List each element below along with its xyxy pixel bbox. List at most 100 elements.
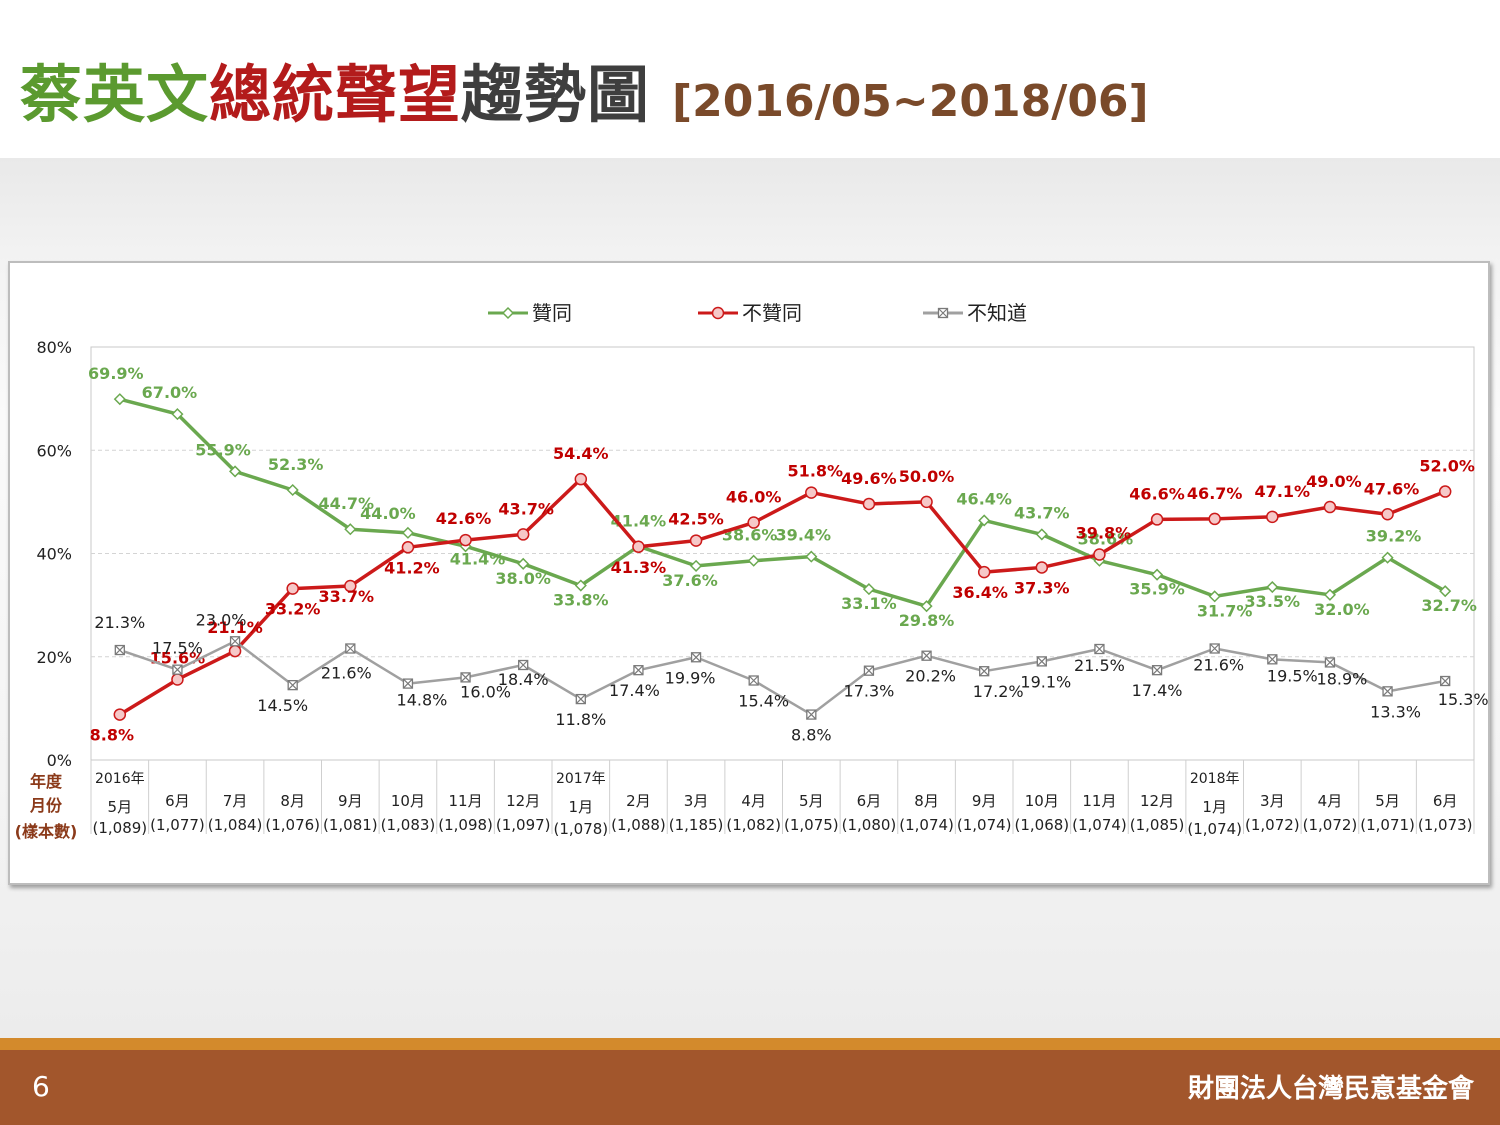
data-point bbox=[1208, 590, 1221, 603]
data-point-cross bbox=[345, 643, 356, 654]
data-label: 33.2% bbox=[265, 600, 321, 619]
data-label: 14.5% bbox=[257, 696, 308, 715]
data-label: 17.3% bbox=[844, 682, 895, 701]
month-label: 9月 bbox=[338, 792, 363, 810]
month-label: 6月 bbox=[857, 792, 882, 810]
month-label: 5月 bbox=[799, 792, 824, 810]
data-point bbox=[1266, 510, 1279, 524]
month-label: 1月 bbox=[569, 798, 594, 816]
data-label: 18.4% bbox=[498, 670, 549, 689]
sample-size-label: (1,075) bbox=[784, 816, 839, 834]
sample-size-label: (1,084) bbox=[208, 816, 263, 834]
data-point-cross bbox=[518, 660, 529, 670]
data-label: 16.0% bbox=[460, 682, 511, 701]
data-point bbox=[1323, 500, 1337, 514]
month-label: 11月 bbox=[1082, 792, 1116, 810]
data-point bbox=[113, 393, 126, 406]
data-point-cross bbox=[633, 665, 644, 676]
sample-size-label: (1,078) bbox=[553, 820, 608, 838]
data-point-cross bbox=[691, 652, 701, 663]
data-point bbox=[1381, 551, 1394, 564]
data-point bbox=[286, 582, 299, 595]
data-point bbox=[574, 579, 587, 592]
data-point bbox=[171, 673, 184, 686]
data-label: 17.5% bbox=[152, 639, 203, 658]
axis-row-label: 月份 bbox=[29, 796, 63, 815]
data-label: 32.7% bbox=[1421, 596, 1477, 615]
data-label: 32.0% bbox=[1314, 600, 1370, 619]
data-point bbox=[1035, 561, 1049, 574]
legend-entry: 贊同 bbox=[532, 301, 572, 325]
data-label: 44.7% bbox=[319, 494, 375, 513]
month-label: 6月 bbox=[165, 792, 190, 810]
data-label: 38.6% bbox=[722, 526, 778, 545]
data-label: 31.7% bbox=[1197, 601, 1253, 620]
data-label: 17.2% bbox=[973, 682, 1024, 701]
chart-panel: 0% 20% 40% 60% 80% 年度 月份 (樣本數) 2016年 2017年 2018年 5月… bbox=[8, 261, 1490, 885]
data-label: 47.1% bbox=[1255, 482, 1311, 501]
month-label: 4月 bbox=[1318, 792, 1343, 810]
data-point bbox=[978, 514, 991, 527]
data-point-cross bbox=[1094, 644, 1105, 654]
data-point bbox=[1438, 485, 1452, 498]
data-point-cross bbox=[1209, 643, 1220, 654]
data-label: 43.7% bbox=[1014, 503, 1070, 522]
month-label: 8月 bbox=[914, 792, 939, 810]
data-point bbox=[459, 533, 472, 547]
data-label: 41.3% bbox=[611, 558, 667, 577]
data-point-cross bbox=[921, 650, 932, 661]
data-point bbox=[574, 472, 588, 486]
month-label: 10月 bbox=[1025, 792, 1059, 810]
axis-row-label: 年度 bbox=[30, 772, 63, 791]
data-label: 37.6% bbox=[662, 571, 718, 590]
data-label: 21.6% bbox=[321, 663, 372, 682]
data-label: 37.3% bbox=[1014, 578, 1070, 597]
data-point-cross bbox=[1152, 665, 1162, 676]
data-point bbox=[920, 600, 933, 613]
data-label: 11.8% bbox=[555, 710, 606, 729]
sample-size-label: (1,071) bbox=[1360, 816, 1415, 834]
data-label: 19.5% bbox=[1267, 666, 1318, 685]
data-label: 13.3% bbox=[1370, 702, 1421, 721]
data-point-cross bbox=[575, 694, 586, 705]
sample-size-label: (1,085) bbox=[1130, 816, 1185, 834]
month-label: 8月 bbox=[280, 792, 305, 810]
data-label: 36.4% bbox=[952, 583, 1008, 602]
data-label: 42.5% bbox=[668, 510, 724, 529]
data-point bbox=[690, 559, 703, 572]
data-point bbox=[1323, 588, 1336, 601]
sample-size-label: (1,072) bbox=[1245, 816, 1300, 834]
page-title: 蔡英文總統聲望趨勢圖 [2016/05~2018/06] bbox=[20, 44, 1149, 134]
data-label: 21.5% bbox=[1074, 656, 1125, 675]
data-label: 38.0% bbox=[495, 569, 551, 588]
data-label: 17.4% bbox=[1132, 681, 1183, 700]
sample-size-label: (1,072) bbox=[1303, 816, 1358, 834]
series-line bbox=[119, 397, 1447, 608]
title-part-3: 趨勢圖 bbox=[461, 58, 651, 131]
legend-entry: 不贊同 bbox=[742, 301, 802, 325]
month-label: 11月 bbox=[449, 792, 483, 810]
data-label: 42.6% bbox=[436, 509, 492, 528]
data-label: 33.1% bbox=[841, 594, 897, 613]
data-point bbox=[1151, 568, 1164, 581]
sample-size-label: (1,077) bbox=[150, 816, 205, 834]
data-label: 39.4% bbox=[776, 526, 832, 545]
data-point bbox=[977, 565, 991, 579]
data-point bbox=[171, 408, 184, 421]
data-label: 55.9% bbox=[195, 440, 251, 459]
sample-size-label: (1,081) bbox=[323, 816, 378, 834]
data-point-cross bbox=[403, 678, 413, 689]
data-label: 43.7% bbox=[498, 499, 554, 518]
data-point bbox=[401, 526, 414, 539]
data-label: 33.8% bbox=[553, 591, 609, 610]
legend-marker bbox=[711, 306, 725, 320]
data-label: 21.1% bbox=[207, 618, 263, 637]
data-point bbox=[862, 497, 876, 511]
data-point-cross bbox=[114, 645, 125, 655]
data-point-cross bbox=[1440, 676, 1451, 686]
month-label: 1月 bbox=[1202, 798, 1227, 816]
data-point-cross bbox=[1267, 654, 1278, 665]
month-label: 10月 bbox=[391, 792, 425, 810]
data-label: 8.8% bbox=[90, 726, 134, 745]
data-label: 50.0% bbox=[899, 467, 955, 486]
